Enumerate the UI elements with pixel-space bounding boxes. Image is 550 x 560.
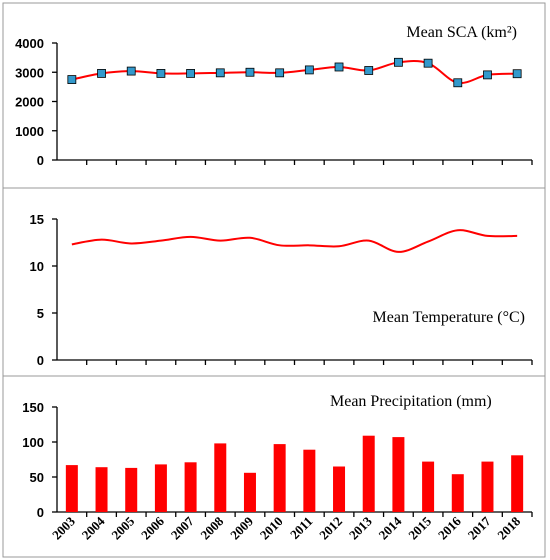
data-point [334, 62, 344, 72]
series-line [71, 60, 518, 85]
y-tick-label: 15 [30, 212, 44, 227]
data-point [215, 68, 225, 78]
bar [481, 461, 494, 512]
bar [154, 464, 167, 512]
data-point [275, 68, 285, 78]
y-tick-label: 0 [37, 505, 44, 520]
y-tick-label: 150 [22, 400, 44, 415]
bar [392, 437, 405, 512]
y-tick-label: 5 [37, 306, 44, 321]
y-tick-label: 100 [22, 435, 44, 450]
panel-title: Mean Precipitation (mm) [330, 393, 492, 410]
bar [333, 466, 346, 512]
data-point [394, 57, 403, 67]
data-point [245, 67, 255, 77]
y-tick-label: 2000 [15, 95, 44, 110]
y-tick-label: 10 [30, 259, 44, 274]
data-point [156, 69, 166, 78]
bar [362, 435, 375, 512]
bar [422, 461, 435, 512]
bar [184, 462, 197, 512]
series-line [71, 229, 518, 253]
y-tick-label: 50 [30, 470, 44, 485]
data-point [483, 70, 492, 80]
bar [65, 465, 78, 512]
bar [451, 474, 464, 512]
data-point [186, 69, 195, 78]
bar [303, 449, 316, 512]
data-point [304, 65, 314, 75]
y-tick-label: 0 [37, 153, 44, 168]
bar [511, 455, 524, 512]
data-point [67, 75, 77, 84]
panel-title: Mean SCA (km²) [406, 24, 517, 41]
bar [95, 467, 108, 512]
y-tick-label: 4000 [15, 36, 44, 51]
bar [125, 467, 138, 512]
bar [214, 443, 227, 512]
data-point [453, 78, 463, 88]
data-point [126, 66, 136, 76]
bar [243, 472, 256, 512]
data-point [364, 66, 374, 75]
y-tick-label: 3000 [15, 65, 44, 80]
bar [273, 444, 286, 512]
panel-title: Mean Temperature (°C) [373, 309, 525, 326]
y-tick-label: 1000 [15, 124, 44, 139]
y-tick-label: 0 [37, 353, 44, 368]
data-point [97, 69, 106, 78]
data-point [512, 69, 522, 79]
data-point [423, 58, 433, 68]
